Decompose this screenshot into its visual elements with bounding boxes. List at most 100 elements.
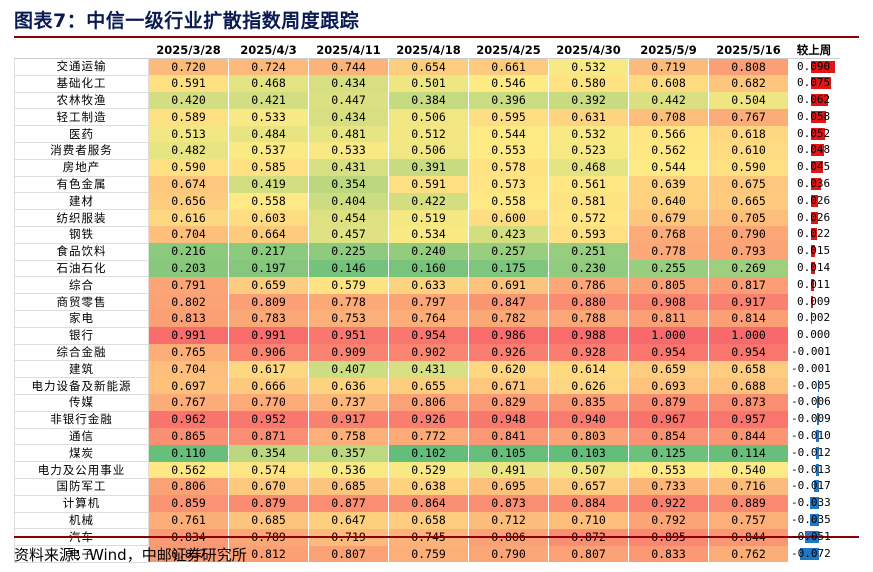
weekly-change-cell: -0.012 — [788, 444, 840, 462]
index-cell: 0.534 — [388, 226, 469, 244]
index-cell: 0.772 — [388, 428, 469, 445]
index-cell: 0.877 — [308, 495, 389, 513]
index-cell: 0.431 — [388, 360, 469, 378]
index-cell: 0.639 — [628, 176, 709, 193]
index-cell: 0.647 — [308, 512, 389, 529]
table-row: 钢铁 0.704 0.664 0.457 0.534 0.423 0.593 0.768 0.7… — [14, 225, 840, 244]
weekly-change-cell: 0.062 — [788, 92, 840, 109]
index-cell: 0.829 — [468, 394, 549, 412]
industry-name: 医药 — [14, 125, 149, 143]
negative-change-bar — [818, 379, 819, 392]
industry-name: 机械 — [14, 511, 149, 530]
index-cell: 0.807 — [308, 545, 389, 563]
index-cell: 0.922 — [628, 495, 709, 513]
index-cell: 0.504 — [708, 92, 789, 109]
index-cell: 0.657 — [548, 478, 629, 496]
table-row: 石油石化 0.203 0.197 0.146 0.160 0.175 0.230 0.255 0… — [14, 259, 840, 278]
index-cell: 0.682 — [708, 75, 789, 93]
index-cell: 0.354 — [308, 176, 389, 193]
weekly-change-value: -0.051 — [791, 529, 831, 543]
index-cell: 0.553 — [468, 142, 549, 160]
index-cell: 0.837 — [148, 545, 229, 563]
index-cell: 0.991 — [148, 327, 229, 345]
negative-change-bar — [817, 413, 819, 426]
index-cell: 0.558 — [468, 192, 549, 210]
index-cell: 0.578 — [468, 159, 549, 177]
index-cell: 0.778 — [628, 243, 709, 261]
index-cell: 0.103 — [548, 444, 629, 462]
weekly-change-value: 0.036 — [797, 177, 831, 191]
weekly-change-cell: -0.009 — [788, 411, 840, 429]
index-cell: 0.712 — [468, 512, 549, 529]
table-row: 计算机 0.859 0.879 0.877 0.864 0.873 0.884 0.922 0.… — [14, 494, 840, 513]
index-cell: 0.954 — [388, 327, 469, 345]
index-cell: 0.791 — [148, 276, 229, 294]
column-header-date: 2025/5/9 — [628, 42, 709, 59]
index-cell: 0.442 — [628, 92, 709, 109]
index-cell: 0.618 — [708, 125, 789, 143]
index-cell: 0.581 — [548, 192, 629, 210]
table-row: 传媒 0.767 0.770 0.737 0.806 0.829 0.835 0.879 0.8… — [14, 393, 840, 412]
index-cell: 0.811 — [628, 310, 709, 328]
weekly-change-value: -0.035 — [791, 513, 831, 527]
index-cell: 0.404 — [308, 192, 389, 210]
index-cell: 0.783 — [228, 310, 309, 328]
weekly-change-value: 0.014 — [797, 261, 831, 275]
weekly-change-cell: -0.006 — [788, 394, 840, 412]
column-header-date: 2025/3/28 — [148, 42, 229, 59]
index-cell: 0.659 — [228, 276, 309, 294]
index-cell: 0.561 — [548, 176, 629, 193]
index-cell: 0.562 — [628, 142, 709, 160]
index-cell: 0.967 — [628, 411, 709, 429]
index-cell: 0.719 — [628, 58, 709, 76]
index-cell: 0.674 — [148, 176, 229, 193]
weekly-change-value: 0.022 — [797, 227, 831, 241]
weekly-change-value: -0.010 — [791, 429, 831, 443]
weekly-change-value: -0.001 — [791, 345, 831, 359]
index-cell: 0.658 — [388, 512, 469, 529]
index-cell: 0.537 — [228, 142, 309, 160]
index-cell: 0.685 — [308, 478, 389, 496]
source-rule — [14, 536, 859, 538]
positive-change-bar — [811, 94, 828, 107]
index-cell: 0.871 — [228, 428, 309, 445]
source-note: 资料来源：Wind，中邮证券研究所 — [14, 546, 247, 564]
index-cell: 0.670 — [228, 478, 309, 496]
table-row: 综合金融 0.765 0.906 0.909 0.902 0.926 0.928 0.954 0… — [14, 343, 840, 362]
index-cell: 0.636 — [308, 377, 389, 395]
weekly-change-cell: -0.001 — [788, 344, 840, 361]
table-row: 汽车 0.834 0.789 0.719 0.745 0.806 0.872 0.895 0.8… — [14, 528, 840, 547]
weekly-change-cell: -0.005 — [788, 377, 840, 395]
index-cell: 0.873 — [708, 394, 789, 412]
industry-name: 食品饮料 — [14, 242, 149, 261]
index-cell: 0.595 — [468, 108, 549, 126]
index-cell: 1.000 — [628, 327, 709, 345]
index-cell: 0.631 — [548, 108, 629, 126]
industry-name: 基础化工 — [14, 74, 149, 93]
index-cell: 0.948 — [468, 411, 549, 429]
column-header-date: 2025/4/11 — [308, 42, 389, 59]
table-row: 电力设备及新能源 0.697 0.666 0.636 0.655 0.671 0.626 0.… — [14, 377, 840, 395]
index-cell: 0.506 — [388, 142, 469, 160]
weekly-change-cell: 0.036 — [788, 176, 840, 193]
index-cell: 0.197 — [228, 260, 309, 277]
index-cell: 0.384 — [388, 92, 469, 109]
table-row: 综合 0.791 0.659 0.579 0.633 0.691 0.786 0.805 0.8… — [14, 276, 840, 295]
index-cell: 0.988 — [548, 327, 629, 345]
index-cell: 0.620 — [468, 360, 549, 378]
weekly-change-value: -0.006 — [791, 395, 831, 409]
index-cell: 0.544 — [468, 125, 549, 143]
index-cell: 0.902 — [388, 344, 469, 361]
index-cell: 0.695 — [468, 478, 549, 496]
index-cell: 0.532 — [548, 125, 629, 143]
index-cell: 0.544 — [628, 159, 709, 177]
weekly-change-value: 0.090 — [797, 60, 831, 73]
table-row: 基础化工 0.591 0.468 0.434 0.501 0.546 0.580 0.608 0… — [14, 74, 840, 93]
positive-change-bar — [811, 144, 824, 157]
index-cell: 0.864 — [388, 495, 469, 513]
index-cell: 0.753 — [308, 310, 389, 328]
table-row: 食品饮料 0.216 0.217 0.225 0.240 0.257 0.251 0.778 0… — [14, 242, 840, 261]
weekly-change-cell: -0.017 — [788, 478, 840, 496]
index-cell: 0.484 — [228, 125, 309, 143]
positive-change-bar — [811, 161, 823, 174]
